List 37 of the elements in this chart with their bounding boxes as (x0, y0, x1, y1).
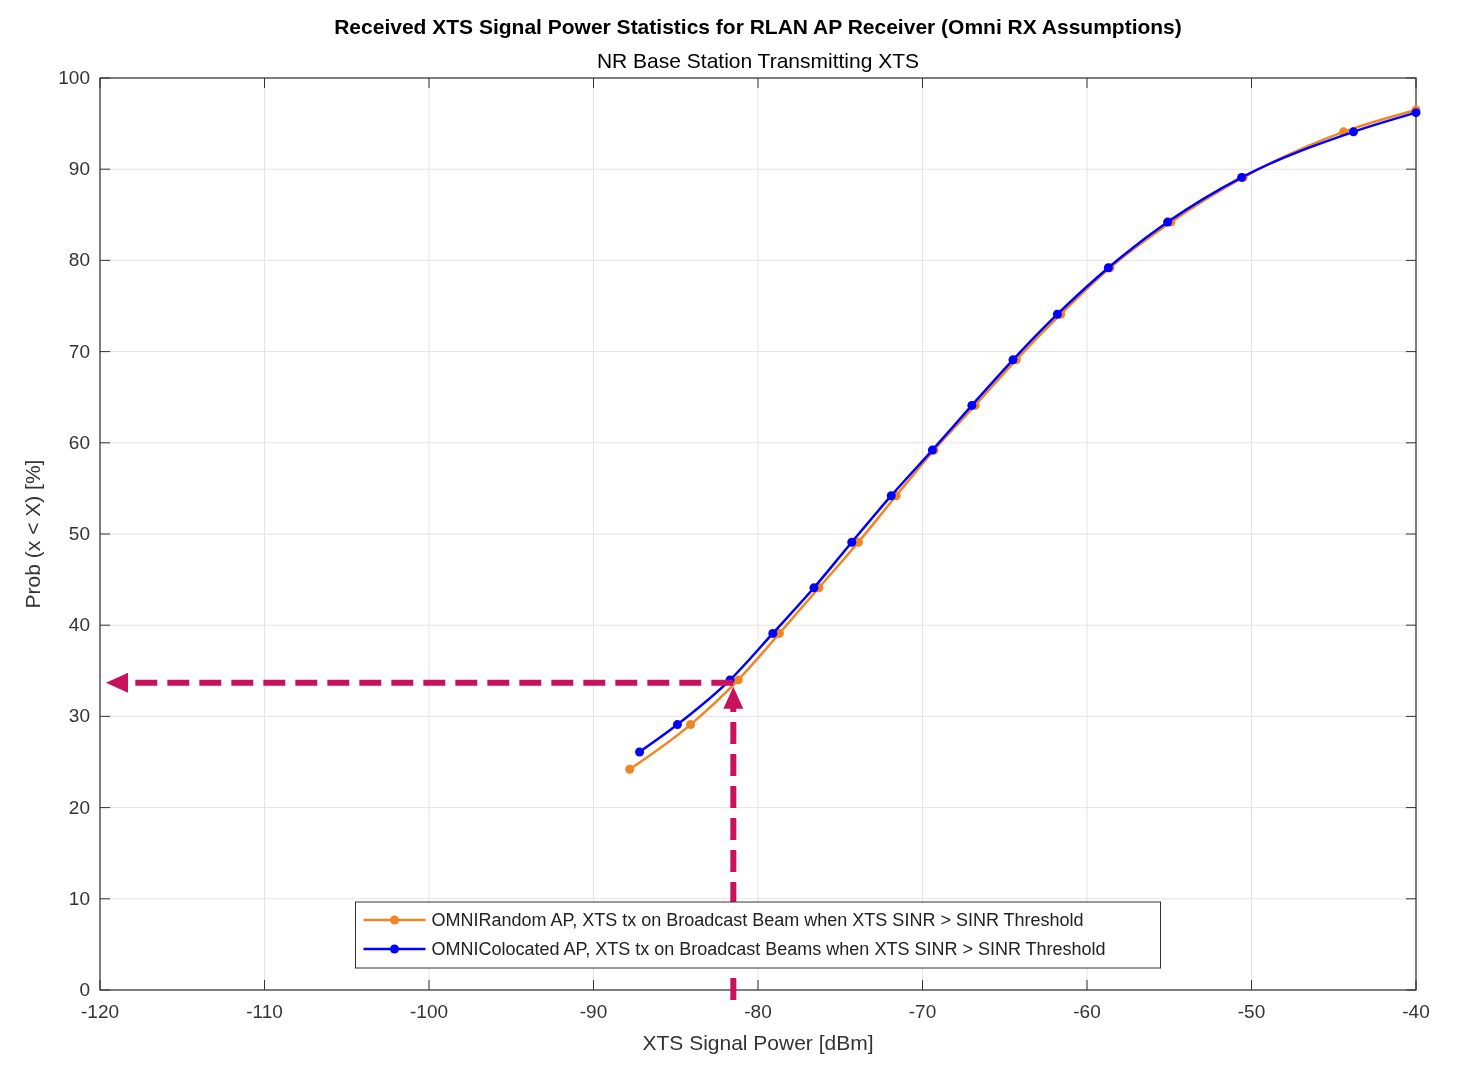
y-tick-label: 60 (68, 431, 90, 453)
x-tick-label: -120 (80, 1001, 120, 1022)
point (635, 747, 645, 757)
x-tick-label: -100 (409, 1001, 449, 1022)
x-tick-label: -60 (1073, 1001, 1101, 1022)
y-tick-label: 20 (68, 796, 90, 818)
y-tick-label: 50 (68, 523, 90, 544)
x-tick-label: -110 (246, 1001, 283, 1022)
x-tick-label: -50 (1237, 1001, 1266, 1022)
y-tick-label: 0 (79, 979, 90, 1000)
x-tick-label: -70 (908, 1001, 937, 1022)
point (886, 491, 896, 501)
chart-subtitle: NR Base Station Transmitting XTS (596, 49, 920, 72)
y-tick-label: 40 (68, 614, 90, 636)
x-tick-label: -80 (744, 1001, 772, 1022)
x-tick-label: -90 (579, 1001, 608, 1022)
y-tick-label: 10 (68, 887, 90, 909)
point (625, 764, 635, 774)
legend-label: OMNIRandom AP, XTS tx on Broadcast Beam when XTS SINR > SINR Threshold (431, 910, 1084, 930)
point (768, 628, 778, 638)
point (733, 675, 743, 685)
point (809, 583, 819, 593)
chart-title: Received XTS Signal Power Statistics for RLAN AP Receiver (Omni RX Assumptions) (334, 15, 1182, 38)
point (672, 720, 682, 730)
y-tick-label: 100 (58, 67, 90, 88)
y-tick-label: 70 (68, 340, 90, 362)
y-tick-label: 90 (68, 158, 90, 180)
point (686, 720, 696, 730)
legend-label: OMNIColocated AP, XTS tx on Broadcast Beams when XTS SINR > SINR Threshold (431, 939, 1106, 959)
x-axis-title: XTS Signal Power [dBm] (642, 1031, 874, 1054)
point (1348, 127, 1358, 137)
x-tick-label: -40 (1402, 1001, 1430, 1022)
point (1052, 309, 1062, 319)
y-tick-label: 30 (68, 705, 90, 727)
y-axis-title: Prob (x < X) [%] (21, 459, 44, 609)
point (847, 537, 857, 547)
y-tick-label: 80 (68, 249, 90, 271)
